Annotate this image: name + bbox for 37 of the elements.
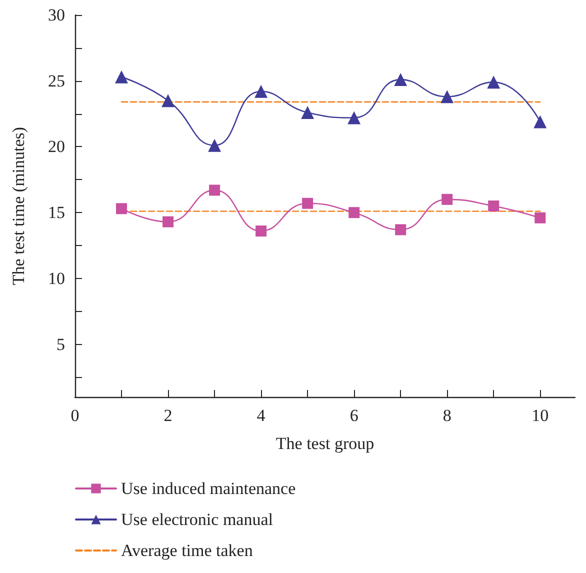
point <box>115 70 128 84</box>
y-tick-label: 30 <box>48 6 65 24</box>
x-tick-label: 4 <box>256 406 266 425</box>
x-axis-title: The test group <box>276 434 374 453</box>
point <box>534 115 547 128</box>
legend-label: Use induced maintenance <box>121 479 296 498</box>
y-tick-label: 25 <box>48 71 65 90</box>
point <box>116 203 128 214</box>
y-tick-label: 15 <box>48 203 65 222</box>
y-tick-label: 10 <box>48 268 65 288</box>
y-tick-label: 5 <box>56 334 65 354</box>
point <box>440 90 454 104</box>
legend-label: Average time taken <box>121 541 254 560</box>
point <box>208 138 222 152</box>
point <box>442 194 453 205</box>
legend-label: Use electronic manual <box>121 510 274 529</box>
point <box>534 212 546 224</box>
point <box>394 73 408 86</box>
x-tick-label: 8 <box>442 406 452 425</box>
point <box>488 200 500 212</box>
point <box>256 226 267 237</box>
point <box>395 224 406 236</box>
point <box>348 111 361 124</box>
point <box>162 216 174 228</box>
y-axis-title: The test time (minutes) <box>9 126 28 286</box>
x-tick-label: 10 <box>532 406 549 425</box>
x-tick-label: 6 <box>350 406 358 425</box>
x-tick-label: 0 <box>70 406 80 425</box>
point <box>348 207 360 218</box>
point <box>254 84 268 98</box>
point <box>209 184 220 196</box>
y-tick-label: 20 <box>48 137 65 156</box>
point <box>162 94 175 108</box>
point <box>301 106 314 119</box>
point <box>302 198 314 209</box>
point <box>487 76 500 89</box>
x-tick-label: 2 <box>164 406 172 425</box>
